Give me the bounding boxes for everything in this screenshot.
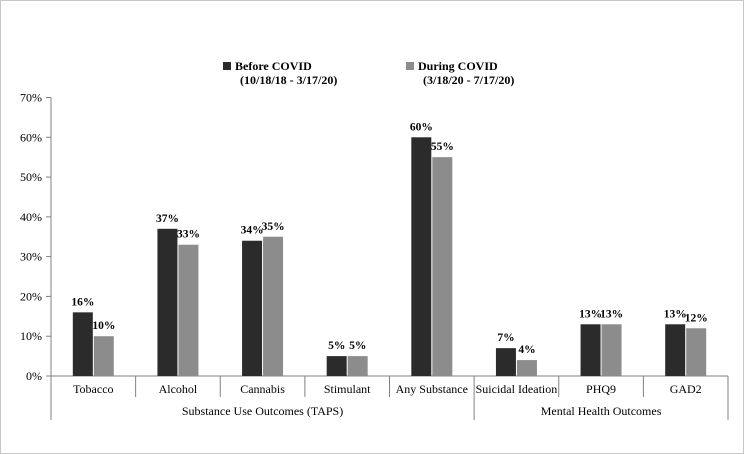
data-label: 13% bbox=[600, 308, 623, 320]
data-label: 5% bbox=[349, 340, 366, 352]
bar-before bbox=[326, 356, 347, 376]
data-label: 12% bbox=[685, 312, 708, 324]
legend-swatch bbox=[223, 62, 231, 70]
y-tick-label: 0% bbox=[26, 369, 42, 383]
data-label: 10% bbox=[92, 320, 115, 332]
data-label: 5% bbox=[328, 340, 345, 352]
bar-during bbox=[178, 244, 199, 376]
bar-before bbox=[242, 240, 263, 376]
data-label: 33% bbox=[177, 229, 200, 241]
y-tick-label: 10% bbox=[20, 329, 42, 343]
x-category-label: Any Substance bbox=[396, 382, 468, 396]
y-tick-label: 20% bbox=[20, 289, 42, 303]
data-label: 16% bbox=[71, 296, 94, 308]
bar-before bbox=[580, 324, 601, 376]
y-tick-label: 40% bbox=[20, 210, 42, 224]
y-tick-label: 30% bbox=[20, 250, 42, 264]
data-label: 4% bbox=[518, 344, 535, 356]
bar-during bbox=[347, 356, 368, 376]
data-label: 35% bbox=[262, 221, 285, 233]
y-tick-label: 70% bbox=[20, 91, 42, 105]
legend-period: (3/18/20 - 7/17/20) bbox=[423, 73, 514, 87]
x-category-label: Cannabis bbox=[240, 382, 285, 396]
legend-label: During COVID bbox=[418, 59, 498, 73]
bar-before bbox=[157, 228, 178, 376]
bar-during bbox=[432, 157, 453, 376]
bar-during bbox=[263, 236, 284, 376]
bar-during bbox=[601, 324, 622, 376]
x-category-label: PHQ9 bbox=[586, 382, 616, 396]
x-category-label: Stimulant bbox=[324, 382, 371, 396]
bar-before bbox=[665, 324, 686, 376]
bar-before bbox=[411, 137, 432, 376]
data-label: 55% bbox=[431, 141, 454, 153]
data-label: 13% bbox=[579, 308, 602, 320]
x-group-label: Mental Health Outcomes bbox=[541, 404, 662, 418]
bar-during bbox=[93, 336, 114, 376]
x-category-label: Suicidal Ideation bbox=[476, 382, 558, 396]
x-category-label: GAD2 bbox=[670, 382, 702, 396]
x-category-label: Tobacco bbox=[73, 382, 113, 396]
y-tick-label: 60% bbox=[20, 130, 42, 144]
data-label: 13% bbox=[664, 308, 687, 320]
bar-before bbox=[495, 348, 516, 376]
legend-label: Before COVID bbox=[235, 59, 312, 73]
legend-swatch bbox=[406, 62, 414, 70]
data-label: 60% bbox=[410, 121, 433, 133]
x-group-label: Substance Use Outcomes (TAPS) bbox=[182, 404, 343, 418]
data-label: 34% bbox=[241, 225, 264, 237]
bar-before bbox=[72, 312, 93, 376]
data-label: 7% bbox=[497, 332, 514, 344]
y-tick-label: 50% bbox=[20, 170, 42, 184]
bar-during bbox=[516, 360, 537, 376]
data-label: 37% bbox=[156, 213, 179, 225]
legend-period: (10/18/18 - 3/17/20) bbox=[240, 73, 337, 87]
bar-during bbox=[686, 328, 707, 376]
x-category-label: Alcohol bbox=[159, 382, 198, 396]
